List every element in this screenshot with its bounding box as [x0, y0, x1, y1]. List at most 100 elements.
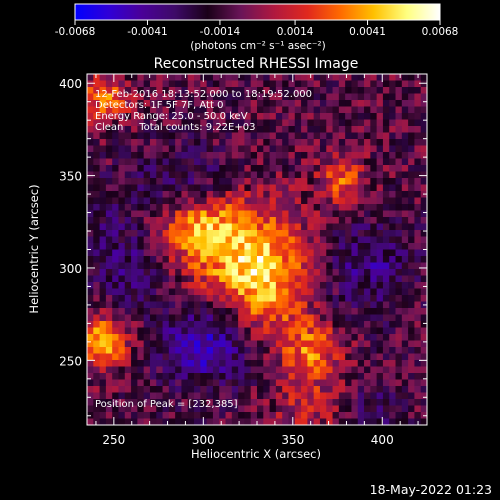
heatmap-cell	[401, 360, 409, 368]
heatmap-cell	[137, 418, 145, 425]
heatmap-cell	[194, 178, 201, 186]
heatmap-cell	[389, 204, 397, 212]
heatmap-cell	[238, 405, 246, 413]
heatmap-cell	[282, 412, 290, 420]
heatmap-cell	[212, 178, 220, 186]
heatmap-cell	[401, 295, 409, 303]
annotations: 12-Feb-2016 18:13:52.000 to 18:19:52.000…	[95, 89, 312, 410]
heatmap-cell	[301, 184, 308, 192]
heatmap-cell	[181, 256, 189, 264]
heatmap-cell	[414, 80, 422, 88]
heatmap-cell	[225, 119, 233, 127]
heatmap-cell	[288, 412, 296, 420]
heatmap-cell	[200, 314, 208, 322]
heatmap-cell	[345, 230, 353, 238]
heatmap-cell	[137, 145, 145, 153]
heatmap-cell	[338, 145, 346, 153]
heatmap-cell	[338, 295, 346, 303]
heatmap-cell	[269, 405, 277, 413]
heatmap-cell	[319, 210, 327, 218]
heatmap-cell	[212, 87, 220, 95]
heatmap-cell	[99, 236, 107, 244]
heatmap-cell	[212, 321, 220, 329]
heatmap-cell	[225, 249, 233, 257]
heatmap-cell	[382, 171, 390, 179]
heatmap-cell	[313, 269, 321, 277]
heatmap-cell	[389, 197, 397, 205]
heatmap-cell	[194, 405, 201, 413]
heatmap-cell	[282, 158, 290, 166]
heatmap-cell	[288, 126, 296, 134]
heatmap-cell	[326, 126, 334, 134]
heatmap-cell	[225, 275, 233, 283]
heatmap-cell	[87, 334, 94, 342]
heatmap-cell	[345, 269, 353, 277]
heatmap-cell	[244, 158, 252, 166]
heatmap-cell	[99, 373, 107, 381]
heatmap-cell	[345, 204, 353, 212]
heatmap-cell	[244, 197, 252, 205]
heatmap-cell	[131, 113, 138, 121]
heatmap-cell	[143, 249, 151, 257]
heatmap-cell	[401, 191, 409, 199]
heatmap-cell	[269, 256, 277, 264]
heatmap-cell	[162, 282, 170, 290]
heatmap-cell	[288, 191, 296, 199]
heatmap-cell	[370, 113, 378, 121]
heatmap-cell	[420, 165, 427, 173]
heatmap-cell	[212, 223, 220, 231]
heatmap-cell	[301, 249, 308, 257]
heatmap-cell	[244, 360, 252, 368]
heatmap-cell	[269, 119, 277, 127]
heatmap-cell	[326, 236, 334, 244]
heatmap-cell	[181, 230, 189, 238]
heatmap-cell	[175, 256, 183, 264]
heatmap-cell	[301, 262, 308, 270]
heatmap-cell	[414, 412, 422, 420]
heatmap-cell	[376, 87, 384, 95]
heatmap-cell	[389, 366, 397, 374]
heatmap-cell	[231, 418, 239, 425]
heatmap-cell	[112, 204, 120, 212]
heatmap-cell	[175, 379, 183, 387]
heatmap-cell	[294, 379, 302, 387]
heatmap-cell	[382, 126, 390, 134]
heatmap-cell	[338, 275, 346, 283]
heatmap-cell	[294, 74, 302, 82]
heatmap-cell	[143, 152, 151, 160]
heatmap-cell	[250, 399, 258, 407]
heatmap-cell	[112, 405, 120, 413]
heatmap-cell	[420, 392, 427, 400]
heatmap-cell	[212, 392, 220, 400]
heatmap-cell	[87, 347, 94, 355]
heatmap-cell	[175, 308, 183, 316]
heatmap-cell	[181, 74, 189, 82]
heatmap-cell	[168, 282, 176, 290]
heatmap-cell	[408, 405, 416, 413]
heatmap-cell	[87, 113, 94, 121]
heatmap-cell	[370, 301, 378, 309]
heatmap-cell	[93, 145, 101, 153]
heatmap-cell	[401, 288, 409, 296]
heatmap-cell	[112, 171, 120, 179]
heatmap-cell	[168, 165, 176, 173]
heatmap-cell	[370, 184, 378, 192]
heatmap-cell	[87, 327, 94, 335]
heatmap-cell	[225, 282, 233, 290]
heatmap-cell	[326, 74, 334, 82]
heatmap-cell	[376, 412, 384, 420]
heatmap-cell	[364, 230, 371, 238]
heatmap-cell	[200, 145, 208, 153]
heatmap-cell	[149, 334, 157, 342]
heatmap-cell	[257, 392, 264, 400]
heatmap-cell	[118, 113, 126, 121]
heatmap-cell	[319, 308, 327, 316]
heatmap-cell	[275, 262, 283, 270]
heatmap-cell	[370, 243, 378, 251]
heatmap-cell	[143, 197, 151, 205]
heatmap-cell	[364, 236, 371, 244]
heatmap-cell	[250, 243, 258, 251]
heatmap-cell	[288, 210, 296, 218]
heatmap-cell	[105, 80, 113, 88]
